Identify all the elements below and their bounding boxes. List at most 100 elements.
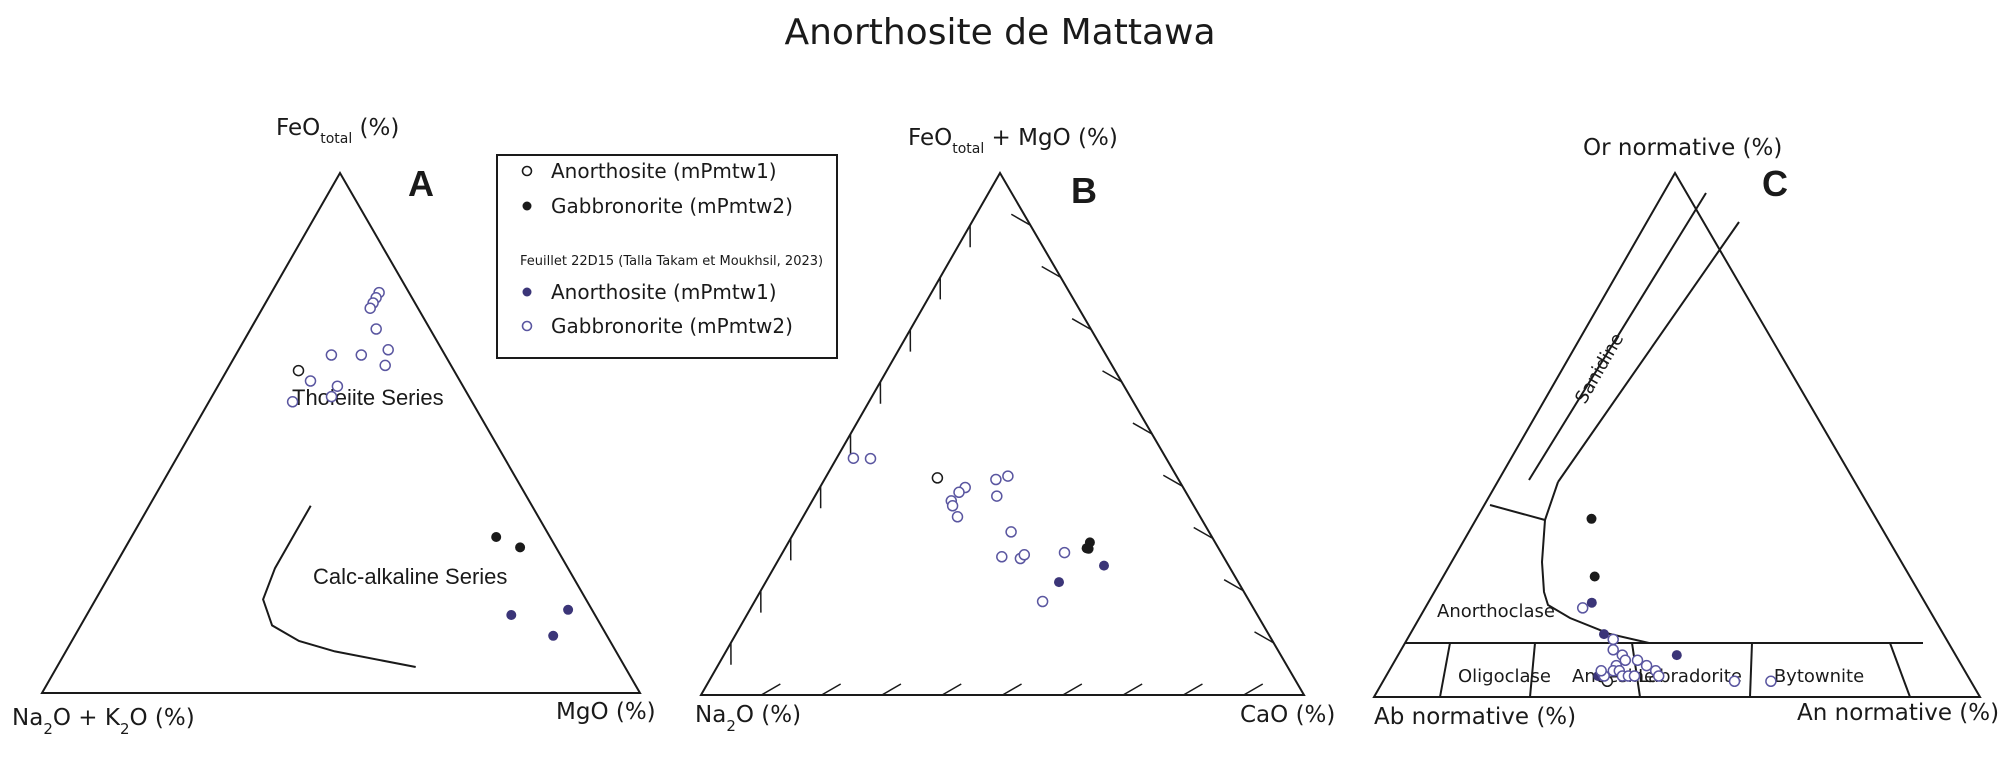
tick-mark: [881, 683, 902, 696]
data-point: [370, 323, 382, 335]
data-point: [991, 490, 1003, 502]
panel-letter-c: C: [1762, 163, 1788, 204]
tick-mark: [1041, 265, 1062, 279]
series-1: [1081, 537, 1095, 554]
series-1: [491, 532, 526, 553]
data-point: [1589, 571, 1600, 582]
field-label-anorthoclase: Anorthoclase: [1437, 601, 1555, 622]
vertex-label-part: O + K: [53, 705, 121, 731]
data-point: [990, 473, 1002, 486]
ternary-panel-b: B FeOtotal + MgO (%) Na2O (%) CaO (%): [695, 125, 1335, 735]
vertex-label-part: MgO (%): [556, 699, 656, 725]
field-label-oligoclase: Oligoclase: [1458, 666, 1551, 687]
data-point: [515, 542, 526, 553]
vertex-label-part: Na: [12, 705, 43, 731]
vertex-label-part: total: [320, 131, 352, 147]
tick-mark: [1002, 683, 1022, 696]
tick-mark: [1071, 318, 1092, 331]
series-0: [292, 364, 305, 377]
vertex-label-left-c: Ab normative (%): [1374, 704, 1576, 730]
vertex-label-part: Or normative (%): [1583, 135, 1782, 161]
labradorite-right-boundary: [1749, 642, 1753, 698]
vertex-label-right-c: An normative (%): [1797, 700, 1999, 726]
data-point: [1002, 470, 1014, 482]
field-label-tholeiite: Tholeiite Series: [292, 385, 444, 410]
vertex-label-part: 2: [726, 717, 736, 735]
data-point: [1036, 595, 1049, 608]
data-point: [1652, 670, 1665, 682]
tick-mark: [1132, 422, 1153, 435]
legend-marker-anorthosite: [521, 165, 533, 177]
vertex-label-part: O (%): [736, 702, 801, 728]
data-point: [946, 500, 959, 512]
series-2: [506, 604, 574, 641]
field-label-sanidine: Sanidine: [1571, 330, 1628, 408]
oligoclase-left-boundary: [1439, 642, 1451, 698]
data-point: [1576, 602, 1589, 614]
data-point: [286, 396, 299, 408]
tholeiite-calcalkaline-boundary: [262, 505, 416, 668]
data-point: [292, 364, 305, 377]
tick-mark: [1193, 526, 1214, 540]
ternary-frame: [1372, 171, 1982, 698]
data-point: [1619, 654, 1632, 667]
tick-mark: [1102, 370, 1122, 383]
ternary-panel-c: SanidineAnorthoclaseOligoclaseAndésineLa…: [1372, 135, 1999, 730]
data-point: [1607, 644, 1619, 656]
sanidine-left-boundary: [1528, 192, 1707, 481]
field-label-calc-alkaline: Calc-alkaline Series: [313, 564, 507, 589]
oligoclase-right-boundary: [1529, 642, 1536, 698]
data-point: [1018, 549, 1031, 561]
data-point: [325, 390, 338, 403]
data-point: [1099, 560, 1109, 571]
data-point: [1005, 526, 1017, 538]
data-point: [1728, 675, 1741, 688]
legend-label-gabbronorite: Gabbronorite (mPmtw2): [551, 194, 793, 218]
data-point: [1058, 546, 1071, 559]
ternary-panel-a: Tholeiite Series Calc-alkaline Series A FeO…: [12, 115, 656, 738]
figure-title: Anorthosite de Mattawa: [784, 12, 1215, 53]
legend-marker-source-anorthosite: [522, 287, 532, 297]
tick-mark: [1223, 579, 1244, 592]
data-point: [1631, 654, 1644, 667]
series-3: [847, 452, 1071, 608]
vertex-label-top-c: Or normative (%): [1583, 135, 1782, 161]
data-point: [953, 486, 965, 499]
tick-mark: [1010, 213, 1031, 226]
vertex-label-left-a: Na2O + K2O (%): [12, 705, 195, 738]
tick-marks: [730, 213, 1274, 696]
vertex-label-right-b: CaO (%): [1240, 702, 1335, 728]
andesine-right-boundary: [1631, 642, 1641, 698]
data-point: [951, 511, 964, 523]
series-3: [286, 286, 394, 408]
vertex-label-part: total: [952, 141, 984, 157]
data-point: [931, 472, 944, 484]
data-point: [1586, 513, 1597, 524]
vertex-label-part: Ab normative (%): [1374, 704, 1576, 730]
data-point: [379, 359, 391, 372]
tick-mark: [821, 683, 842, 696]
vertex-label-top-b: FeOtotal + MgO (%): [908, 125, 1118, 157]
tick-mark: [1183, 683, 1203, 696]
data-point: [382, 344, 394, 356]
field-label-labradorite: Labradorite: [1638, 666, 1742, 687]
data-point: [1607, 633, 1619, 646]
legend-marker-gabbronorite: [522, 201, 532, 211]
data-point: [491, 532, 502, 542]
legend-box: [496, 154, 838, 359]
legend-label-source-gabbronorite: Gabbronorite (mPmtw2): [551, 314, 793, 338]
data-point: [304, 375, 317, 387]
vertex-label-part: (%): [352, 115, 399, 141]
data-point: [1081, 543, 1092, 554]
field-label-bytownite: Bytownite: [1774, 666, 1864, 687]
data-point: [563, 604, 574, 615]
tick-mark: [1254, 631, 1274, 644]
vertex-label-part: 2: [43, 720, 53, 738]
data-point: [1586, 597, 1597, 608]
data-point: [1599, 629, 1609, 640]
legend-label-anorthosite: Anorthosite (mPmtw1): [551, 159, 777, 183]
data-point: [1595, 665, 1607, 677]
vertex-label-part: An normative (%): [1797, 700, 1999, 726]
legend-marker-source-gabbronorite: [521, 320, 533, 332]
ternary-frame: [40, 170, 642, 694]
